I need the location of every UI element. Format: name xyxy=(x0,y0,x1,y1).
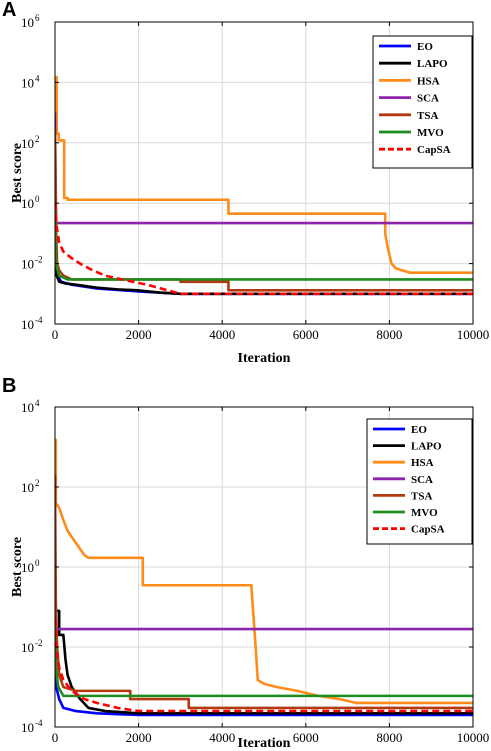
legend-label-sca: SCA xyxy=(411,474,433,486)
y-tick-base: 10 xyxy=(21,15,34,30)
legend-label-hsa: HSA xyxy=(417,75,440,87)
legend-b: EO LAPO HSA SCA TSA MVO CapSA xyxy=(366,418,473,545)
legend-label-eo: EO xyxy=(417,41,433,53)
x-tick-label: 10000 xyxy=(457,327,490,342)
x-tick-label: 0 xyxy=(52,730,59,745)
y-tick-exponent: -4 xyxy=(35,315,43,325)
y-tick-label: 10 2 xyxy=(21,134,40,151)
plot-frame-a xyxy=(54,21,474,325)
y-tick-label: 10 -2 xyxy=(21,255,43,272)
y-tick-label: 10 4 xyxy=(21,398,40,415)
grid-b xyxy=(55,407,473,727)
series-line-mvo xyxy=(55,627,473,698)
x-tick-label: 2000 xyxy=(126,327,152,342)
series-a xyxy=(55,75,473,296)
legend-label-lapo: LAPO xyxy=(417,58,448,70)
series-line-capsa xyxy=(55,203,473,296)
x-tick-label: 8000 xyxy=(376,730,402,745)
series-line-hsa xyxy=(55,438,473,705)
series-line-mvo xyxy=(55,212,473,281)
x-tick-label: 4000 xyxy=(209,730,235,745)
y-tick-exponent: 2 xyxy=(35,134,40,144)
y-tick-base: 10 xyxy=(21,720,34,735)
y-tick-label: 10 2 xyxy=(21,478,40,495)
legend-label-sca: SCA xyxy=(417,93,439,105)
x-tick-label: 6000 xyxy=(293,730,319,745)
series-line-capsa xyxy=(55,618,473,713)
legend-label-tsa: TSA xyxy=(417,110,438,122)
legend-a: EO LAPO HSA SCA TSA MVO CapSA xyxy=(372,35,473,169)
legend-label-mvo: MVO xyxy=(411,507,438,519)
legend-label-tsa: TSA xyxy=(411,490,432,502)
legend-label-hsa: HSA xyxy=(411,457,434,469)
y-tick-label: 10 0 xyxy=(21,558,40,575)
y-tick-label: 10 -4 xyxy=(21,315,43,332)
series-line-eo xyxy=(55,619,473,717)
y-tick-exponent: 0 xyxy=(35,194,40,204)
y-tick-exponent: -2 xyxy=(35,638,43,648)
series-b xyxy=(55,438,473,717)
y-tick-base: 10 xyxy=(21,317,34,332)
y-tick-exponent: 4 xyxy=(35,73,40,83)
y-tick-exponent: -4 xyxy=(35,718,43,728)
y-axis-label-a: Best score xyxy=(10,143,25,203)
y-tick-exponent: -2 xyxy=(35,255,43,265)
y-tick-base: 10 xyxy=(21,196,34,211)
y-tick-label: 10 0 xyxy=(21,194,40,211)
legend-label-mvo: MVO xyxy=(417,127,444,139)
legend-box xyxy=(372,35,473,169)
panel-label-a: A xyxy=(2,0,16,21)
legend-label-lapo: LAPO xyxy=(411,441,442,453)
x-tick-label: 6000 xyxy=(293,327,319,342)
series-clip xyxy=(55,438,473,717)
y-tick-exponent: 0 xyxy=(35,558,40,568)
x-axis-label-b: Iteration xyxy=(238,736,291,751)
y-tick-label: 10 6 xyxy=(21,13,40,30)
legend-box xyxy=(366,418,473,545)
y-axis-label-b: Best score xyxy=(10,537,25,597)
series-clip xyxy=(55,75,473,296)
y-tick-base: 10 xyxy=(21,400,34,415)
y-tick-base: 10 xyxy=(21,257,34,272)
x-tick-label: 2000 xyxy=(126,730,152,745)
y-tick-base: 10 xyxy=(21,560,34,575)
series-line-hsa xyxy=(55,75,473,274)
x-tick-label: 10000 xyxy=(457,730,490,745)
y-tick-exponent: 4 xyxy=(35,398,40,408)
legend-label-eo: EO xyxy=(411,424,427,436)
x-tick-label: 4000 xyxy=(209,327,235,342)
x-tick-label: 0 xyxy=(52,327,59,342)
x-tick-label: 8000 xyxy=(376,327,402,342)
y-tick-label: 10 -4 xyxy=(21,718,43,735)
y-tick-label: 10 -2 xyxy=(21,638,43,655)
y-tick-exponent: 2 xyxy=(35,478,40,488)
series-line-lapo xyxy=(55,151,473,296)
y-tick-exponent: 6 xyxy=(35,13,40,23)
legend-label-capsa: CapSA xyxy=(411,524,445,536)
y-tick-label: 10 4 xyxy=(21,73,40,90)
panel-label-b: B xyxy=(2,375,16,397)
series-line-lapo xyxy=(55,609,473,715)
y-tick-base: 10 xyxy=(21,75,34,90)
y-tick-base: 10 xyxy=(21,480,34,495)
x-axis-label-a: Iteration xyxy=(238,351,291,366)
y-tick-base: 10 xyxy=(21,640,34,655)
legend-label-capsa: CapSA xyxy=(417,144,451,156)
y-tick-base: 10 xyxy=(21,136,34,151)
